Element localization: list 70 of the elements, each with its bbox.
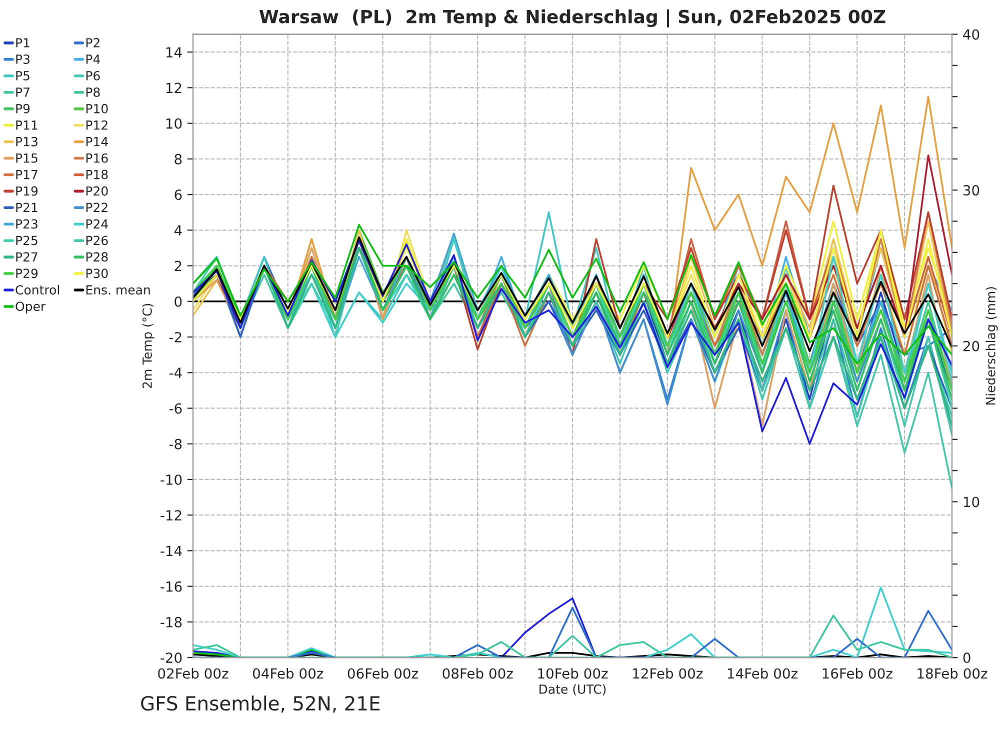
x-tick-label: 14Feb 00z <box>728 668 798 679</box>
legend-label: P8 <box>86 87 100 97</box>
y-tick-label: -4 <box>169 368 182 378</box>
y-tick-label: -12 <box>160 510 182 520</box>
legend-label: P29 <box>16 268 38 278</box>
legend-label: P10 <box>86 104 108 114</box>
legend-label: P3 <box>16 54 30 64</box>
y-tick-label: 8 <box>174 154 182 164</box>
y-axis-title: 2m Temp (°C) <box>142 304 154 388</box>
y-tick-label: -6 <box>169 403 182 414</box>
legend-label: Oper <box>16 302 46 314</box>
y-tick-label: 0 <box>174 296 182 307</box>
legend-label: P12 <box>86 120 108 130</box>
x-tick-label: 02Feb 00z <box>158 668 228 679</box>
legend-label: P25 <box>16 236 38 246</box>
y-tick-label: 12 <box>166 82 182 93</box>
legend-label: P28 <box>86 252 108 262</box>
y2-tick-label: 40 <box>963 29 980 40</box>
legend-label: P27 <box>16 252 38 262</box>
y-tick-label: -20 <box>160 652 182 664</box>
legend-label: P30 <box>86 268 108 278</box>
x-tick-label: 10Feb 00z <box>538 668 608 679</box>
y-tick-label: -2 <box>169 332 182 342</box>
legend-label: P6 <box>86 70 100 80</box>
legend-label: P16 <box>86 153 108 163</box>
legend-label: P14 <box>86 137 108 146</box>
text: GFS Ensemble, 52N, 21E <box>141 696 380 713</box>
y-tick-label: 14 <box>166 47 182 58</box>
y2-tick-label: 20 <box>963 340 980 352</box>
legend-label: P18 <box>86 170 108 180</box>
y-tick-label: -10 <box>160 474 182 485</box>
legend-label: P2 <box>86 38 100 48</box>
legend-label: P24 <box>86 219 108 228</box>
x-tick-label: 18Feb 00z <box>918 668 988 679</box>
legend-label: P21 <box>16 202 38 212</box>
y-tick-label: -16 <box>160 581 182 592</box>
y-tick-label: 2 <box>174 260 182 272</box>
x-tick-label: 16Feb 00z <box>822 668 892 679</box>
legend-label: P11 <box>16 120 38 130</box>
legend-label: Control <box>16 284 60 295</box>
x-tick-label: 08Feb 00z <box>442 668 513 679</box>
legend-label: P22 <box>86 202 108 212</box>
legend-label: P26 <box>86 236 108 246</box>
chart-title: Warsaw (PL) 2m Temp & Niederschlag | Sun, 02Feb2025 00Z <box>259 9 886 28</box>
y-tick-label: 6 <box>174 190 182 200</box>
legend-label: P17 <box>16 170 38 180</box>
y2-axis-title: Niederschlag (mm) <box>986 287 998 405</box>
legend-label: P23 <box>16 219 38 229</box>
y2-tick-label: 10 <box>964 496 980 508</box>
legend-label: Ens. mean <box>86 285 150 295</box>
legend-label: P7 <box>16 88 30 97</box>
legend-label: P5 <box>16 71 30 80</box>
legend-label: P19 <box>16 186 38 196</box>
x-tick-label: 12Feb 00z <box>633 668 703 679</box>
x-tick-label: 06Feb 00z <box>348 668 418 679</box>
legend-label: P15 <box>16 154 38 163</box>
legend-label: P9 <box>16 104 30 114</box>
y-tick-label: -8 <box>169 438 182 450</box>
y-tick-label: -18 <box>160 616 182 628</box>
legend-label: P4 <box>86 54 100 64</box>
legend-label: P1 <box>16 38 30 48</box>
legend-label: P20 <box>86 186 108 196</box>
x-tick-label: 04Feb 00z <box>252 668 324 679</box>
y2-tick-label: 30 <box>963 185 980 196</box>
x-axis-title: Date (UTC) <box>540 684 606 696</box>
legend-label: P13 <box>16 136 38 146</box>
y-tick-label: 4 <box>174 225 182 236</box>
y-tick-label: -14 <box>160 546 182 556</box>
y2-tick-label: 0 <box>963 652 970 664</box>
y-tick-label: 10 <box>166 118 182 129</box>
